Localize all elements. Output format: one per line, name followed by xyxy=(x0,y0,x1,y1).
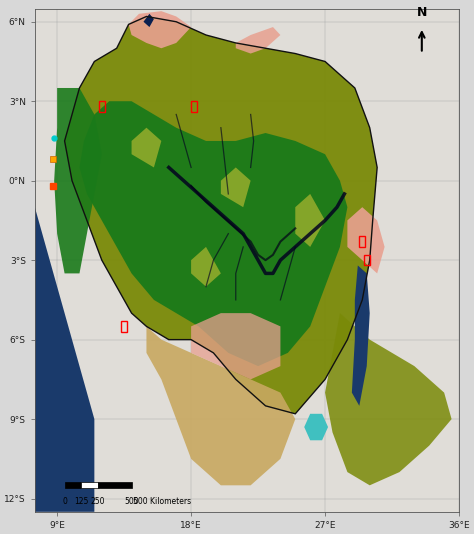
Bar xyxy=(121,321,127,332)
Text: 500: 500 xyxy=(124,497,139,506)
Text: 500 Kilometers: 500 Kilometers xyxy=(133,497,191,506)
Polygon shape xyxy=(132,128,161,168)
Polygon shape xyxy=(191,247,221,287)
Bar xyxy=(82,482,98,489)
Bar xyxy=(64,482,82,489)
Text: 0: 0 xyxy=(62,497,67,506)
Polygon shape xyxy=(80,101,347,366)
Bar xyxy=(98,482,132,489)
Polygon shape xyxy=(54,88,102,273)
Polygon shape xyxy=(325,313,452,485)
Polygon shape xyxy=(35,9,94,512)
Polygon shape xyxy=(221,168,251,207)
Text: 125: 125 xyxy=(74,497,89,506)
Polygon shape xyxy=(144,14,154,27)
Polygon shape xyxy=(295,194,325,247)
Text: 250: 250 xyxy=(91,497,105,506)
Polygon shape xyxy=(146,326,295,485)
Polygon shape xyxy=(128,11,191,48)
Polygon shape xyxy=(236,27,281,53)
Bar xyxy=(359,237,365,247)
Bar xyxy=(99,101,105,112)
Bar xyxy=(364,255,370,265)
Text: N: N xyxy=(417,6,427,19)
Polygon shape xyxy=(64,17,377,414)
Polygon shape xyxy=(352,265,370,406)
Polygon shape xyxy=(347,207,384,273)
Polygon shape xyxy=(191,313,281,379)
Polygon shape xyxy=(304,414,328,441)
Bar xyxy=(191,101,197,112)
